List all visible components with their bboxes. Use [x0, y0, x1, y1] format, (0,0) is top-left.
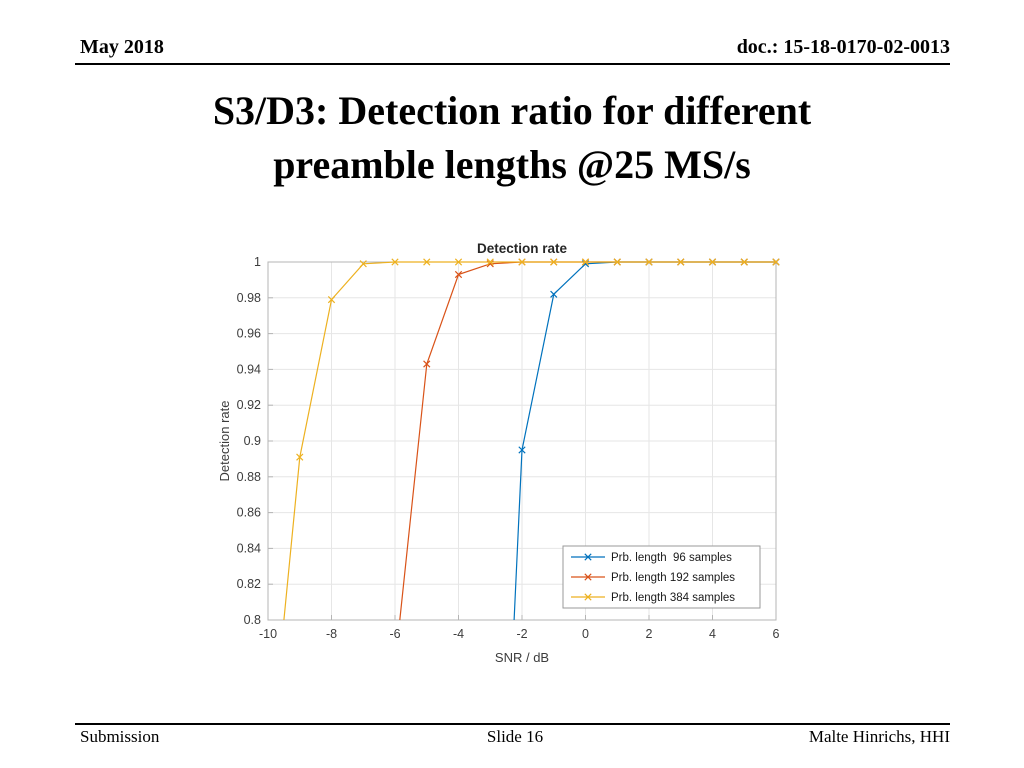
y-tick-label: 0.94 — [237, 362, 261, 376]
footer-rule — [75, 723, 950, 725]
y-tick-label: 0.86 — [237, 506, 261, 520]
chart-svg: -10 -8 -6 -4 -2 0 2 4 6 0.8 0.82 0.84 0.86 0.88 0.9 0.9… — [217, 241, 780, 665]
series-marker-x — [423, 360, 431, 368]
detection-rate-chart: -10 -8 -6 -4 -2 0 2 4 6 0.8 0.82 0.84 0.86 0.88 0.9 0.9… — [215, 236, 795, 666]
series-marker-x — [584, 553, 592, 561]
y-tick-label: 0.98 — [237, 291, 261, 305]
series-marker-x — [740, 258, 748, 266]
series-marker-x — [423, 258, 431, 266]
series-marker-x — [645, 258, 653, 266]
x-tick-label: -4 — [453, 627, 464, 641]
slide-footer: Submission Slide 16 Malte Hinrichs, HHI — [80, 727, 950, 747]
x-tick-label: 4 — [709, 627, 716, 641]
x-tick-label: -8 — [326, 627, 337, 641]
series-marker-x — [613, 258, 621, 266]
x-tick-label: -6 — [389, 627, 400, 641]
x-tick-label: 2 — [646, 627, 653, 641]
series-marker-x — [550, 258, 558, 266]
footer-slide-number: Slide 16 — [486, 727, 544, 746]
series-marker-x — [584, 593, 592, 601]
series-marker-x — [677, 258, 685, 266]
series-marker-x — [550, 290, 558, 298]
y-axis-label: Detection rate — [217, 401, 232, 482]
legend-label: Prb. length 96 samples — [611, 552, 732, 564]
slide-header: May 2018 doc.: 15-18-0170-02-0013 — [80, 36, 950, 59]
y-tick-label: 0.82 — [237, 577, 261, 591]
series-marker-x — [327, 295, 336, 304]
slide-title: S3/D3: Detection ratio for different pre… — [212, 88, 812, 187]
y-tick-label: 0.96 — [237, 327, 261, 341]
y-tick-label: 0.88 — [237, 470, 261, 484]
legend-label: Prb. length 192 samples — [611, 572, 735, 584]
series-marker-x — [584, 573, 592, 581]
header-date: May 2018 — [80, 36, 164, 58]
legend: Prb. length 96 samples Prb. length 192 sa… — [562, 545, 761, 609]
x-tick-label: 0 — [582, 627, 589, 641]
series-marker-x — [581, 258, 590, 266]
chart-title: Detection rate — [477, 241, 568, 256]
header-rule — [75, 63, 950, 65]
footer-submission: Submission — [80, 727, 160, 746]
x-tick-label: -2 — [516, 627, 527, 641]
x-tick-label: 6 — [773, 627, 780, 641]
y-tick-label: 0.92 — [237, 398, 261, 412]
series-3 — [283, 258, 780, 621]
series-marker-x — [454, 270, 463, 279]
series-marker-x — [296, 453, 304, 461]
legend-label: Prb. length 384 samples — [611, 592, 735, 604]
y-tick-label: 0.8 — [244, 613, 261, 627]
series-marker-x — [454, 258, 463, 266]
y-tick-label: 1 — [254, 255, 261, 269]
series-marker-x — [772, 258, 780, 266]
header-doc-number: doc.: 15-18-0170-02-0013 — [736, 36, 950, 58]
series-marker-x — [708, 258, 717, 266]
series-marker-x — [486, 258, 494, 266]
x-tick-label: -10 — [259, 627, 277, 641]
y-tick-label: 0.84 — [237, 541, 261, 555]
series-marker-x — [391, 258, 399, 266]
y-tick-label: 0.9 — [244, 434, 261, 448]
series-marker-x — [518, 258, 526, 266]
axis-ticks: -10 -8 -6 -4 -2 0 2 4 6 0.8 0.82 0.84 0.86 0.88 0.9 0.9… — [237, 255, 780, 641]
footer-author: Malte Hinrichs, HHI — [808, 727, 950, 746]
x-axis-label: SNR / dB — [495, 650, 549, 665]
series-marker-x — [359, 260, 367, 268]
series-marker-x — [518, 446, 526, 454]
